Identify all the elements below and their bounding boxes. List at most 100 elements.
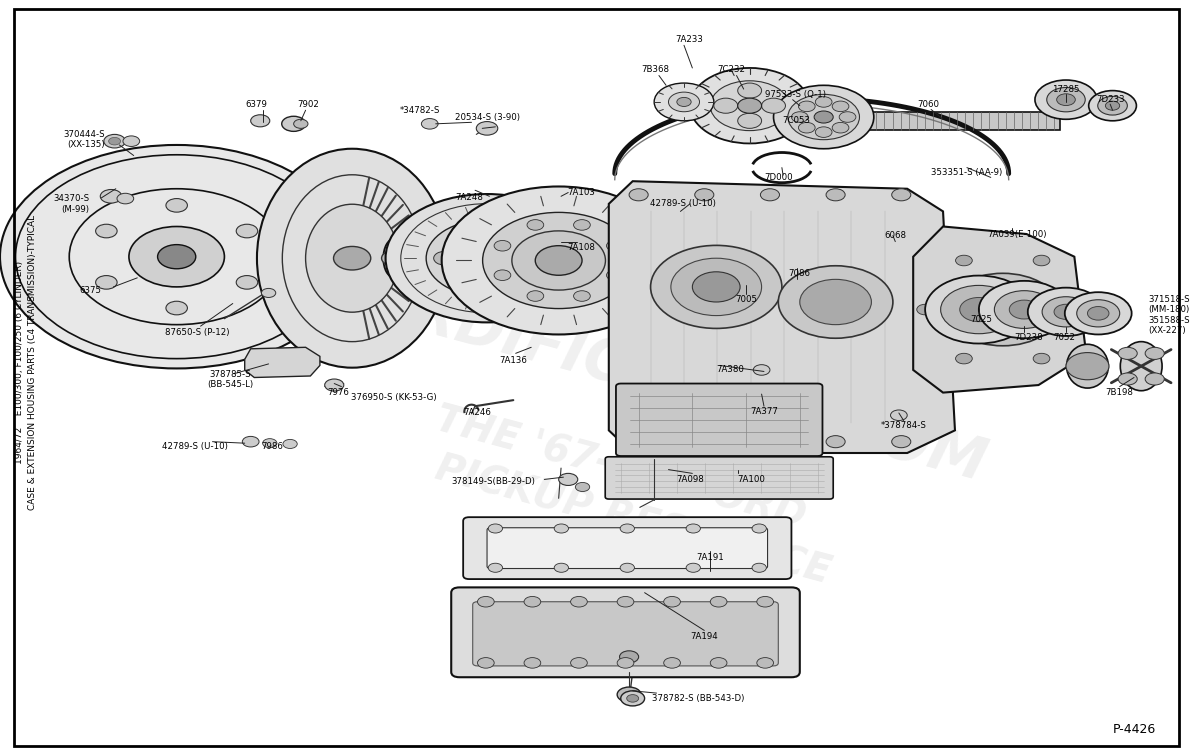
Circle shape — [283, 439, 298, 448]
Circle shape — [617, 687, 641, 702]
Circle shape — [122, 136, 139, 146]
Text: 42789-S (U-10): 42789-S (U-10) — [650, 199, 715, 208]
Circle shape — [559, 473, 577, 485]
Circle shape — [494, 270, 511, 281]
Circle shape — [109, 137, 120, 145]
Circle shape — [1072, 304, 1088, 315]
Circle shape — [832, 122, 848, 133]
Circle shape — [1027, 288, 1104, 336]
Circle shape — [96, 276, 118, 289]
Text: 7B368: 7B368 — [641, 65, 670, 74]
Circle shape — [941, 285, 1018, 334]
Circle shape — [664, 596, 680, 607]
Circle shape — [1042, 297, 1090, 327]
Circle shape — [385, 194, 588, 322]
Circle shape — [798, 122, 815, 133]
Circle shape — [535, 245, 582, 276]
Text: 7C053: 7C053 — [782, 116, 810, 125]
Circle shape — [692, 272, 740, 302]
Text: 7A039(E-100): 7A039(E-100) — [988, 230, 1046, 239]
Circle shape — [469, 247, 505, 270]
Circle shape — [128, 226, 224, 287]
Polygon shape — [913, 226, 1086, 393]
Text: 7D238: 7D238 — [1015, 333, 1043, 342]
Text: 6068: 6068 — [884, 231, 906, 240]
Text: 7025: 7025 — [971, 315, 992, 324]
Circle shape — [575, 482, 589, 492]
Circle shape — [166, 301, 187, 315]
FancyBboxPatch shape — [487, 528, 768, 569]
Circle shape — [263, 439, 277, 448]
Circle shape — [826, 189, 845, 201]
Circle shape — [554, 524, 569, 533]
Circle shape — [762, 98, 786, 113]
Circle shape — [554, 563, 569, 572]
Circle shape — [695, 436, 714, 448]
Text: P-4426: P-4426 — [1112, 723, 1156, 736]
Circle shape — [815, 97, 832, 107]
Circle shape — [752, 563, 767, 572]
Circle shape — [455, 228, 476, 242]
Text: 20534-S (3-90): 20534-S (3-90) — [455, 112, 520, 122]
Circle shape — [1105, 101, 1120, 110]
Text: 7052: 7052 — [1054, 333, 1075, 342]
Text: 7A103: 7A103 — [568, 188, 595, 197]
Circle shape — [96, 224, 118, 238]
Circle shape — [494, 240, 511, 251]
Text: 7986: 7986 — [262, 442, 283, 451]
Text: 34370-S
(M-99): 34370-S (M-99) — [54, 194, 90, 214]
Text: FORDIFICATION.COM: FORDIFICATION.COM — [320, 262, 994, 493]
Circle shape — [455, 275, 476, 288]
Circle shape — [294, 119, 308, 128]
Circle shape — [629, 189, 648, 201]
Circle shape — [166, 199, 187, 212]
Circle shape — [282, 116, 306, 131]
Circle shape — [955, 353, 972, 364]
Text: 7A098: 7A098 — [676, 475, 704, 484]
Circle shape — [752, 524, 767, 533]
FancyBboxPatch shape — [605, 457, 833, 499]
Text: 378782-S (BB-543-D): 378782-S (BB-543-D) — [652, 694, 744, 703]
Circle shape — [979, 281, 1069, 338]
Circle shape — [710, 596, 727, 607]
Circle shape — [754, 365, 770, 375]
Text: 7976: 7976 — [326, 388, 349, 397]
Circle shape — [799, 279, 871, 325]
Text: 7005: 7005 — [736, 295, 757, 304]
Text: 353351-S (AA-9): 353351-S (AA-9) — [931, 168, 1002, 177]
Circle shape — [1145, 373, 1164, 385]
FancyBboxPatch shape — [451, 587, 799, 677]
Circle shape — [815, 127, 832, 137]
Circle shape — [946, 273, 1060, 346]
Circle shape — [478, 658, 494, 668]
Circle shape — [325, 379, 343, 391]
Circle shape — [476, 122, 498, 135]
Circle shape — [738, 113, 762, 128]
Circle shape — [826, 436, 845, 448]
Circle shape — [664, 658, 680, 668]
Circle shape — [524, 658, 541, 668]
Circle shape — [766, 112, 794, 130]
Circle shape — [814, 111, 833, 123]
Circle shape — [488, 524, 503, 533]
Circle shape — [421, 119, 438, 129]
Polygon shape — [245, 347, 320, 378]
Circle shape — [570, 658, 587, 668]
Circle shape — [620, 563, 635, 572]
Text: 6379: 6379 — [246, 100, 268, 109]
Text: 7A248: 7A248 — [455, 193, 484, 202]
Circle shape — [251, 115, 270, 127]
Text: 1964/72    E100/300, F100/250 (6 CYLINDER): 1964/72 E100/300, F100/250 (6 CYLINDER) — [14, 260, 24, 464]
Circle shape — [955, 255, 972, 266]
Circle shape — [518, 251, 540, 265]
Circle shape — [774, 85, 874, 149]
Ellipse shape — [1067, 344, 1109, 388]
Circle shape — [382, 251, 406, 266]
Circle shape — [426, 220, 548, 297]
Text: 7A100: 7A100 — [738, 475, 766, 484]
Circle shape — [1088, 91, 1136, 121]
Circle shape — [617, 596, 634, 607]
Text: 17285: 17285 — [1052, 85, 1080, 94]
Circle shape — [995, 291, 1054, 328]
Text: 42789-S (U-10): 42789-S (U-10) — [162, 442, 228, 451]
